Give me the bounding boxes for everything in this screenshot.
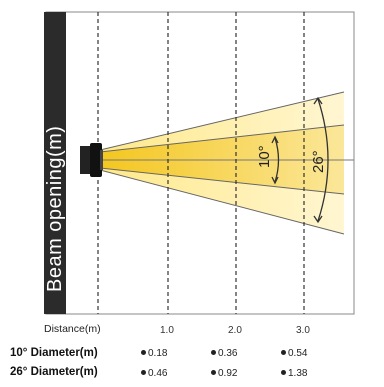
bullet-icon <box>211 350 216 355</box>
bullet-icon <box>281 350 286 355</box>
value-26-2: 0.92 <box>211 368 237 379</box>
bullet-icon <box>281 370 286 375</box>
value-10-1-text: 0.18 <box>148 348 168 359</box>
distance-tick-1: 1.0 <box>160 325 174 336</box>
distance-tick-2: 2.0 <box>228 325 242 336</box>
distance-tick-3: 3.0 <box>296 325 310 336</box>
value-26-1-text: 0.46 <box>148 368 168 379</box>
bullet-icon <box>141 350 146 355</box>
angle-arc-10 <box>271 135 280 185</box>
angle-label-10: 10° <box>256 145 273 168</box>
value-26-3: 1.38 <box>281 368 307 379</box>
value-10-2-text: 0.36 <box>218 348 238 359</box>
angle-label-26: 26° <box>310 150 327 173</box>
value-26-3-text: 1.38 <box>288 368 308 379</box>
value-10-3: 0.54 <box>281 348 307 359</box>
value-10-2: 0.36 <box>211 348 237 359</box>
value-26-1: 0.46 <box>141 368 167 379</box>
sidebar-label: Beam opening(m) <box>44 126 66 292</box>
distance-label: Distance(m) <box>44 323 101 335</box>
row-label-10: 10° Diameter(m) <box>10 347 98 359</box>
lamp-fixture <box>80 143 103 177</box>
angle-arc-26 <box>313 96 329 224</box>
value-10-1: 0.18 <box>141 348 167 359</box>
bullet-icon <box>211 370 216 375</box>
row-label-26: 26° Diameter(m) <box>10 366 98 378</box>
beam-edges <box>99 91 345 235</box>
sidebar <box>44 12 66 314</box>
value-26-2-text: 0.92 <box>218 368 238 379</box>
value-10-3-text: 0.54 <box>288 348 308 359</box>
bullet-icon <box>141 370 146 375</box>
